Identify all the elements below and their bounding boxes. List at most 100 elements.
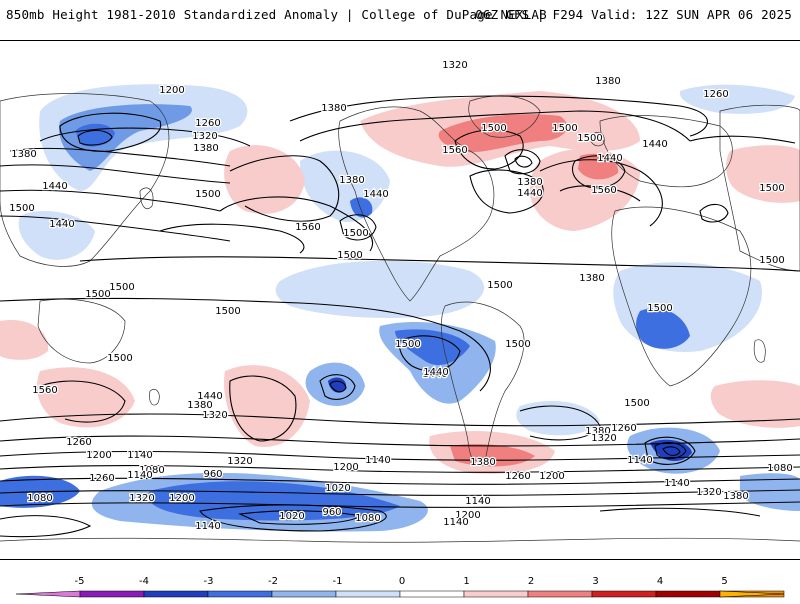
contour-label: 1200 [455,510,480,521]
contour-label: 1380 [579,273,604,284]
contour-label: 1380 [517,177,542,188]
contour-label: 1140 [443,517,468,528]
contour-label: 1320 [591,433,616,444]
contour-label: 1440 [642,139,667,150]
contour-label: 1320 [202,410,227,421]
contour-low-siberia-inner [77,129,113,146]
contour-label: 1260 [505,471,530,482]
contour-1500-spac [229,375,297,442]
contour-1560-atlantic [559,185,641,202]
contour-label: 1200 [169,493,194,504]
contour-label: 1200 [159,85,184,96]
coast-south-america [441,301,525,466]
contour-1500-equator [79,256,800,272]
contour-1440-south [0,413,800,427]
contour-1440-atlantic [539,159,663,227]
contour-label: 1260 [703,89,728,100]
contour-label: 1500 [647,303,672,314]
colorbar-tick-label: 2 [528,576,534,587]
contour-label: 960 [322,507,341,518]
contour-label: 1380 [470,457,495,468]
colorbar-segment [655,590,721,598]
contour-label: 1260 [89,473,114,484]
anomaly-blue-antarctic-east [740,473,800,511]
contour-1380-south [0,435,800,447]
height-contours [0,95,800,538]
colorbar-tick-label: 3 [592,576,598,587]
colorbar-tick-label: -3 [204,576,214,587]
contour-label: 1500 [481,123,506,134]
contour-labels: 1200 1260 1320 1380 1380 1440 1500 1440 1380 1440… [8,59,794,534]
contour-label: 1020 [325,483,350,494]
contour-high-atlantic [571,155,626,189]
contour-1080-south [0,501,800,508]
colorbar-tick-label: 4 [657,576,663,587]
contour-label: 1320 [696,487,721,498]
contour-label: 1380 [193,143,218,154]
contour-label: 1380 [11,149,36,160]
contour-low-spac-inner [329,380,347,393]
contour-high-na-1560 [454,129,524,170]
contour-label: 1440 [597,153,622,164]
contour-1560-spac-w [39,380,126,423]
colorbar-segment [207,590,273,598]
contour-label: 1320 [591,433,616,444]
map-header: 850mb Height 1981-2010 Standardized Anom… [0,0,800,36]
contour-label: 1500 [343,228,368,239]
contour-label: 1140 [195,521,220,532]
coast-madagascar [753,339,766,363]
contour-1500-tropics-s [0,297,491,392]
contour-label: 1380 [595,76,620,87]
contour-label: 1200 [86,450,111,461]
colorbar-tick-label: -5 [75,576,85,587]
contour-low-siberia [59,112,162,152]
contour-label: 1140 [127,470,152,481]
contour-label: 1200 [333,462,358,473]
contour-label: 1560 [295,222,320,233]
colorbar-segment [463,590,529,598]
contour-label: 1440 [197,391,222,402]
anomaly-blue-africa-core [636,308,690,349]
contour-1260-south [0,464,800,473]
anomaly-red-s-pacific-w [36,367,135,428]
coast-uk [589,132,605,147]
contour-low-ne-canada [504,149,541,175]
contour-label: 1560 [442,145,467,156]
anomaly-red-n-america-core [438,114,568,153]
colorbar-segment [399,590,465,598]
contour-1320-arctic [289,95,709,137]
contour-label: 1500 [487,280,512,291]
colorbar-segment [591,590,657,598]
contour-label: 1440 [49,219,74,230]
contour-1500-s-atlantic [519,405,601,441]
contour-label: 1440 [422,369,447,380]
coast-africa [611,206,752,387]
contour-low-indian-3 [662,446,681,456]
contour-label: 1440 [363,189,388,200]
colorbar: -5 -4 -3 -2 -1 0 1 2 3 4 5 [0,565,800,600]
anomaly-blue-arctic-east [679,84,795,114]
contour-1380-asia [0,164,231,184]
contour-label: 1380 [321,103,346,114]
colorbar-tick-label: 1 [463,576,469,587]
map-title: 850mb Height 1981-2010 Standardized Anom… [6,7,547,22]
coast-antarctica [0,537,800,543]
contour-label: 1560 [32,385,57,396]
contour-1200-south [0,477,800,485]
weather-map: 1200 1260 1320 1380 1380 1440 1500 1440 1380 1440… [0,40,800,560]
contour-1140-antarctic-e [599,507,761,517]
contour-low-indian-2 [654,442,687,460]
contour-1320-asia [9,147,231,167]
coast-asia [0,93,800,272]
colorbar-segment [143,590,209,598]
contour-1080-antarctic-w [0,515,92,538]
contour-label: 1020 [279,511,304,522]
contour-1560-npac [159,223,305,254]
coast-japan [139,187,154,210]
contour-label: 960 [203,469,222,480]
colorbar-segment [79,590,145,598]
contour-label: 1500 [624,398,649,409]
colorbar-segment [527,590,593,598]
contour-label: 1500 [195,189,220,200]
contour-label: 1500 [505,339,530,350]
